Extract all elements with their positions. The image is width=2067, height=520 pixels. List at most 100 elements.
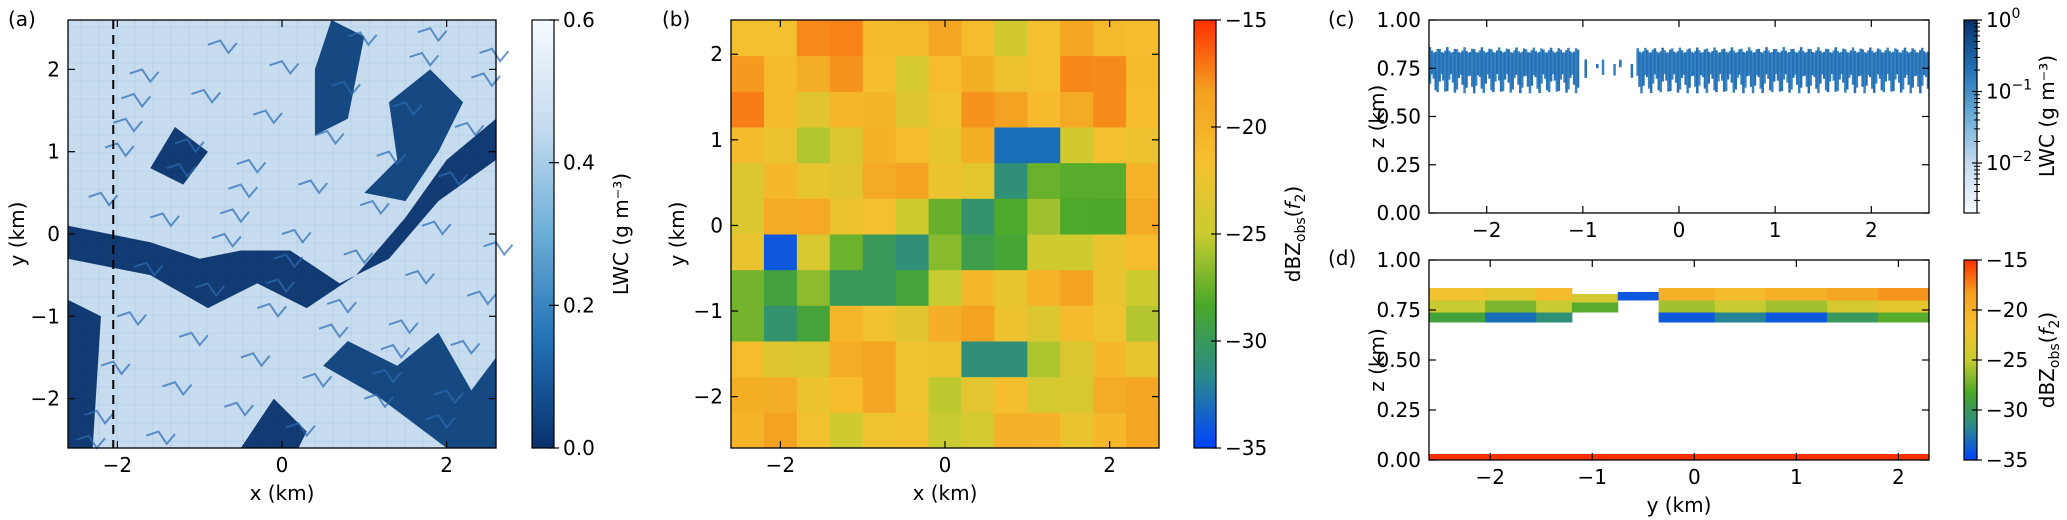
cloud-column [1884, 50, 1887, 82]
d-cb-label-arg: f [2035, 326, 2059, 336]
cloud-edge-streak [265, 278, 296, 294]
dbz-cell [928, 341, 962, 378]
cloud-column [1538, 51, 1541, 93]
cloud-edge-streak [318, 323, 349, 339]
dbz-cell [994, 376, 1028, 413]
dbz-cell [1429, 312, 1486, 323]
cloud-column [1736, 52, 1739, 78]
cloud-column [1901, 50, 1905, 90]
cloud-column [1690, 51, 1693, 77]
dbz-cell [1714, 288, 1767, 301]
cloud-column [1697, 50, 1701, 86]
dbz-cell [1093, 91, 1127, 128]
dbz-cell [1060, 127, 1094, 164]
panel-c-axes: −2 −1 0 1 2 0.00 0.25 0.50 0.75 1.00 [1376, 8, 1929, 242]
dbz-cell [862, 20, 897, 57]
cloud-column [1669, 49, 1672, 92]
cloud-column [1890, 52, 1893, 92]
cloud-column [1584, 59, 1587, 78]
x-tick-label: 1 [1790, 465, 1803, 489]
cloud-column [1447, 50, 1451, 80]
cloud-column [1676, 51, 1680, 93]
dbz-cell [1027, 412, 1061, 449]
cloud-column [1753, 52, 1757, 86]
y-tick-label: 0.00 [1376, 201, 1421, 225]
colorbar-tick-label: 10−2 [1986, 149, 2032, 175]
colorbar-tick-label: 10−1 [1986, 78, 2032, 104]
cloud-edge-streak [224, 401, 254, 417]
cloud-column [1513, 50, 1516, 78]
cloud-edge-streak [380, 343, 411, 360]
x-tick-label: −1 [1568, 218, 1597, 242]
cloud-column [1701, 52, 1705, 78]
dbz-cell [862, 127, 897, 164]
dbz-cell [1765, 288, 1828, 301]
dbz-cell [1060, 20, 1094, 57]
dbz-cell [1714, 312, 1767, 323]
cloud-edge-streak [84, 409, 115, 425]
dbz-cell [961, 269, 995, 306]
cloud-column [1526, 52, 1530, 87]
cloud-column [1471, 48, 1474, 87]
cloud-column [1840, 51, 1843, 75]
cloud-edge-streak [298, 179, 329, 195]
dbz-cell [961, 376, 995, 413]
dbz-cell [763, 91, 798, 128]
cloud-edge-streak [133, 261, 164, 277]
dbz-cell [763, 376, 798, 413]
cloud-column [1686, 49, 1689, 94]
cloud-column [1828, 52, 1832, 82]
dbz-cell [862, 341, 897, 378]
cloud-column [1715, 50, 1718, 93]
dbz-cell [1027, 55, 1061, 92]
cloud-column [1494, 52, 1497, 82]
dbz-cell [1093, 269, 1127, 306]
dbz-cell [796, 162, 831, 199]
dbz-cell [763, 162, 798, 199]
dbz-cell [1536, 312, 1573, 323]
cloud-column [1488, 48, 1491, 79]
dbz-cell [1826, 312, 1879, 323]
y-tick-label: 0.25 [1376, 153, 1421, 177]
cloud-column [1707, 51, 1711, 84]
cloud-column [1672, 51, 1676, 75]
dbz-cell [796, 198, 831, 235]
cloud-column [1903, 47, 1907, 78]
cloud-column [1561, 52, 1564, 75]
dbz-cell [1765, 300, 1828, 313]
cloud-column [1540, 48, 1543, 84]
cloud-column [1872, 52, 1876, 93]
dbz-cell [862, 269, 897, 306]
cloud-column [1572, 51, 1576, 85]
cloud-column [1926, 51, 1930, 89]
dbz-cell [1126, 269, 1160, 306]
dbz-cell [796, 376, 831, 413]
dbz-cell [796, 269, 831, 306]
dbz-cell [895, 91, 930, 128]
cloud-column [1911, 48, 1914, 88]
dbz-cell [862, 234, 897, 271]
cloud-column [1688, 48, 1691, 88]
cloud-column [1703, 49, 1707, 89]
cloud-column [1517, 51, 1520, 85]
dbz-cell [862, 376, 897, 413]
dbz-cell [796, 305, 831, 342]
cloud-column [1497, 47, 1501, 81]
dbz-cell [731, 269, 765, 306]
panel-b-ylabel: y (km) [665, 202, 689, 267]
dbz-cell [1536, 288, 1573, 301]
x-tick-label: 2 [1892, 465, 1905, 489]
cloud-column [1730, 47, 1734, 83]
x-tick-label: −2 [103, 453, 132, 477]
colorbar-tick-label: −35 [1225, 436, 1267, 460]
cloud-column [1571, 52, 1574, 75]
cloud-column [1846, 52, 1849, 90]
cloud-column [1847, 52, 1851, 78]
panel-c-ylabel: z (km) [1365, 85, 1389, 149]
cloud-column [1776, 52, 1780, 81]
cloud-column [1778, 52, 1782, 92]
cloud-column [1547, 50, 1551, 93]
cloud-edge-streak [174, 138, 205, 154]
cloud-column [1878, 49, 1882, 79]
cloud-column [1815, 50, 1818, 89]
